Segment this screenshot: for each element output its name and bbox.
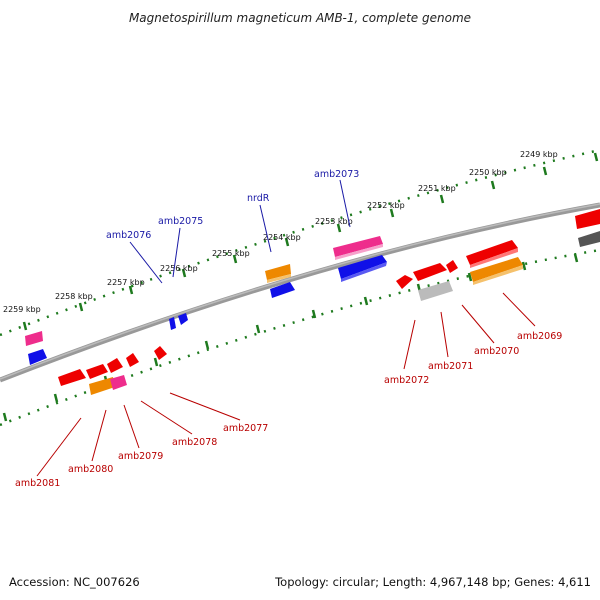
ruler-ticks-outer [22, 152, 599, 331]
label-amb2071: amb2071 [428, 361, 473, 372]
gene-amb2069-red [466, 240, 518, 265]
gene-nrdR-blue [270, 282, 295, 298]
label-amb2078: amb2078 [172, 437, 217, 448]
gene-amb2073-magenta [333, 236, 383, 257]
accession-text: Accession: NC_007626 [9, 575, 140, 589]
ruler-label-2249: 2249 kbp [520, 150, 558, 159]
upper-gene-labels[interactable]: amb2073 nrdR amb2075 amb2076 [106, 169, 359, 241]
label-amb2079: amb2079 [118, 451, 163, 462]
label-amb2070: amb2070 [474, 346, 519, 357]
gene-amb2073-blue [338, 255, 387, 279]
label-amb2072: amb2072 [384, 375, 429, 386]
gene-orange-lower [89, 377, 115, 395]
label-amb2076: amb2076 [106, 230, 151, 241]
gene-magenta-lower [110, 375, 127, 390]
gene-amb2076 [169, 317, 176, 330]
ruler-label-2259: 2259 kbp [3, 305, 41, 314]
label-nrdR: nrdR [247, 193, 270, 204]
gene-amb2072 [396, 275, 413, 289]
upper-strand-genes[interactable] [25, 209, 600, 365]
ruler-label-2256: 2256 kbp [160, 264, 198, 273]
upper-leader-lines [129, 179, 351, 284]
label-amb2080: amb2080 [68, 464, 113, 475]
lower-strand-genes[interactable] [58, 240, 523, 395]
gene-amb2071 [446, 260, 458, 273]
gene-left-magenta [25, 331, 43, 346]
gene-amb2075 [178, 313, 188, 325]
ruler-label-2252: 2252 kbp [367, 201, 405, 210]
ruler-label-2251: 2251 kbp [418, 184, 456, 193]
label-amb2077: amb2077 [223, 423, 268, 434]
label-amb2075: amb2075 [158, 216, 203, 227]
ruler-label-2250: 2250 kbp [469, 168, 507, 177]
ruler-label-2253: 2253 kbp [315, 217, 353, 226]
lower-leader-lines [36, 292, 536, 477]
label-amb2073: amb2073 [314, 169, 359, 180]
gene-right-grey [578, 231, 600, 247]
gene-amb2077 [154, 346, 167, 360]
gene-amb2070 [413, 263, 447, 281]
ruler-label-2257: 2257 kbp [107, 278, 145, 287]
gene-amb2069-orange [470, 257, 523, 282]
genome-backbone [0, 202, 600, 383]
gene-amb2079 [107, 358, 123, 373]
ruler-label-2255: 2255 kbp [212, 249, 250, 258]
gene-amb2078 [126, 353, 139, 367]
ruler-label-2258: 2258 kbp [55, 292, 93, 301]
ruler-labels: 2249 kbp 2250 kbp 2251 kbp 2252 kbp 2253… [3, 150, 558, 314]
topology-text: Topology: circular; Length: 4,967,148 bp… [274, 575, 591, 589]
label-amb2081: amb2081 [15, 478, 60, 489]
gene-nrdR-orange [265, 264, 291, 280]
lower-gene-labels[interactable]: amb2069 amb2070 amb2071 amb2072 amb2077 … [15, 331, 562, 489]
ruler-label-2254: 2254 kbp [263, 233, 301, 242]
label-amb2069: amb2069 [517, 331, 562, 342]
genome-title: Magnetospirillum magneticum AMB-1, compl… [129, 11, 471, 25]
gene-amb2080 [86, 364, 108, 379]
gene-grey [418, 281, 453, 301]
gene-left-blue [28, 349, 47, 365]
gene-right-red [575, 209, 600, 229]
gene-amb2081 [58, 369, 86, 386]
